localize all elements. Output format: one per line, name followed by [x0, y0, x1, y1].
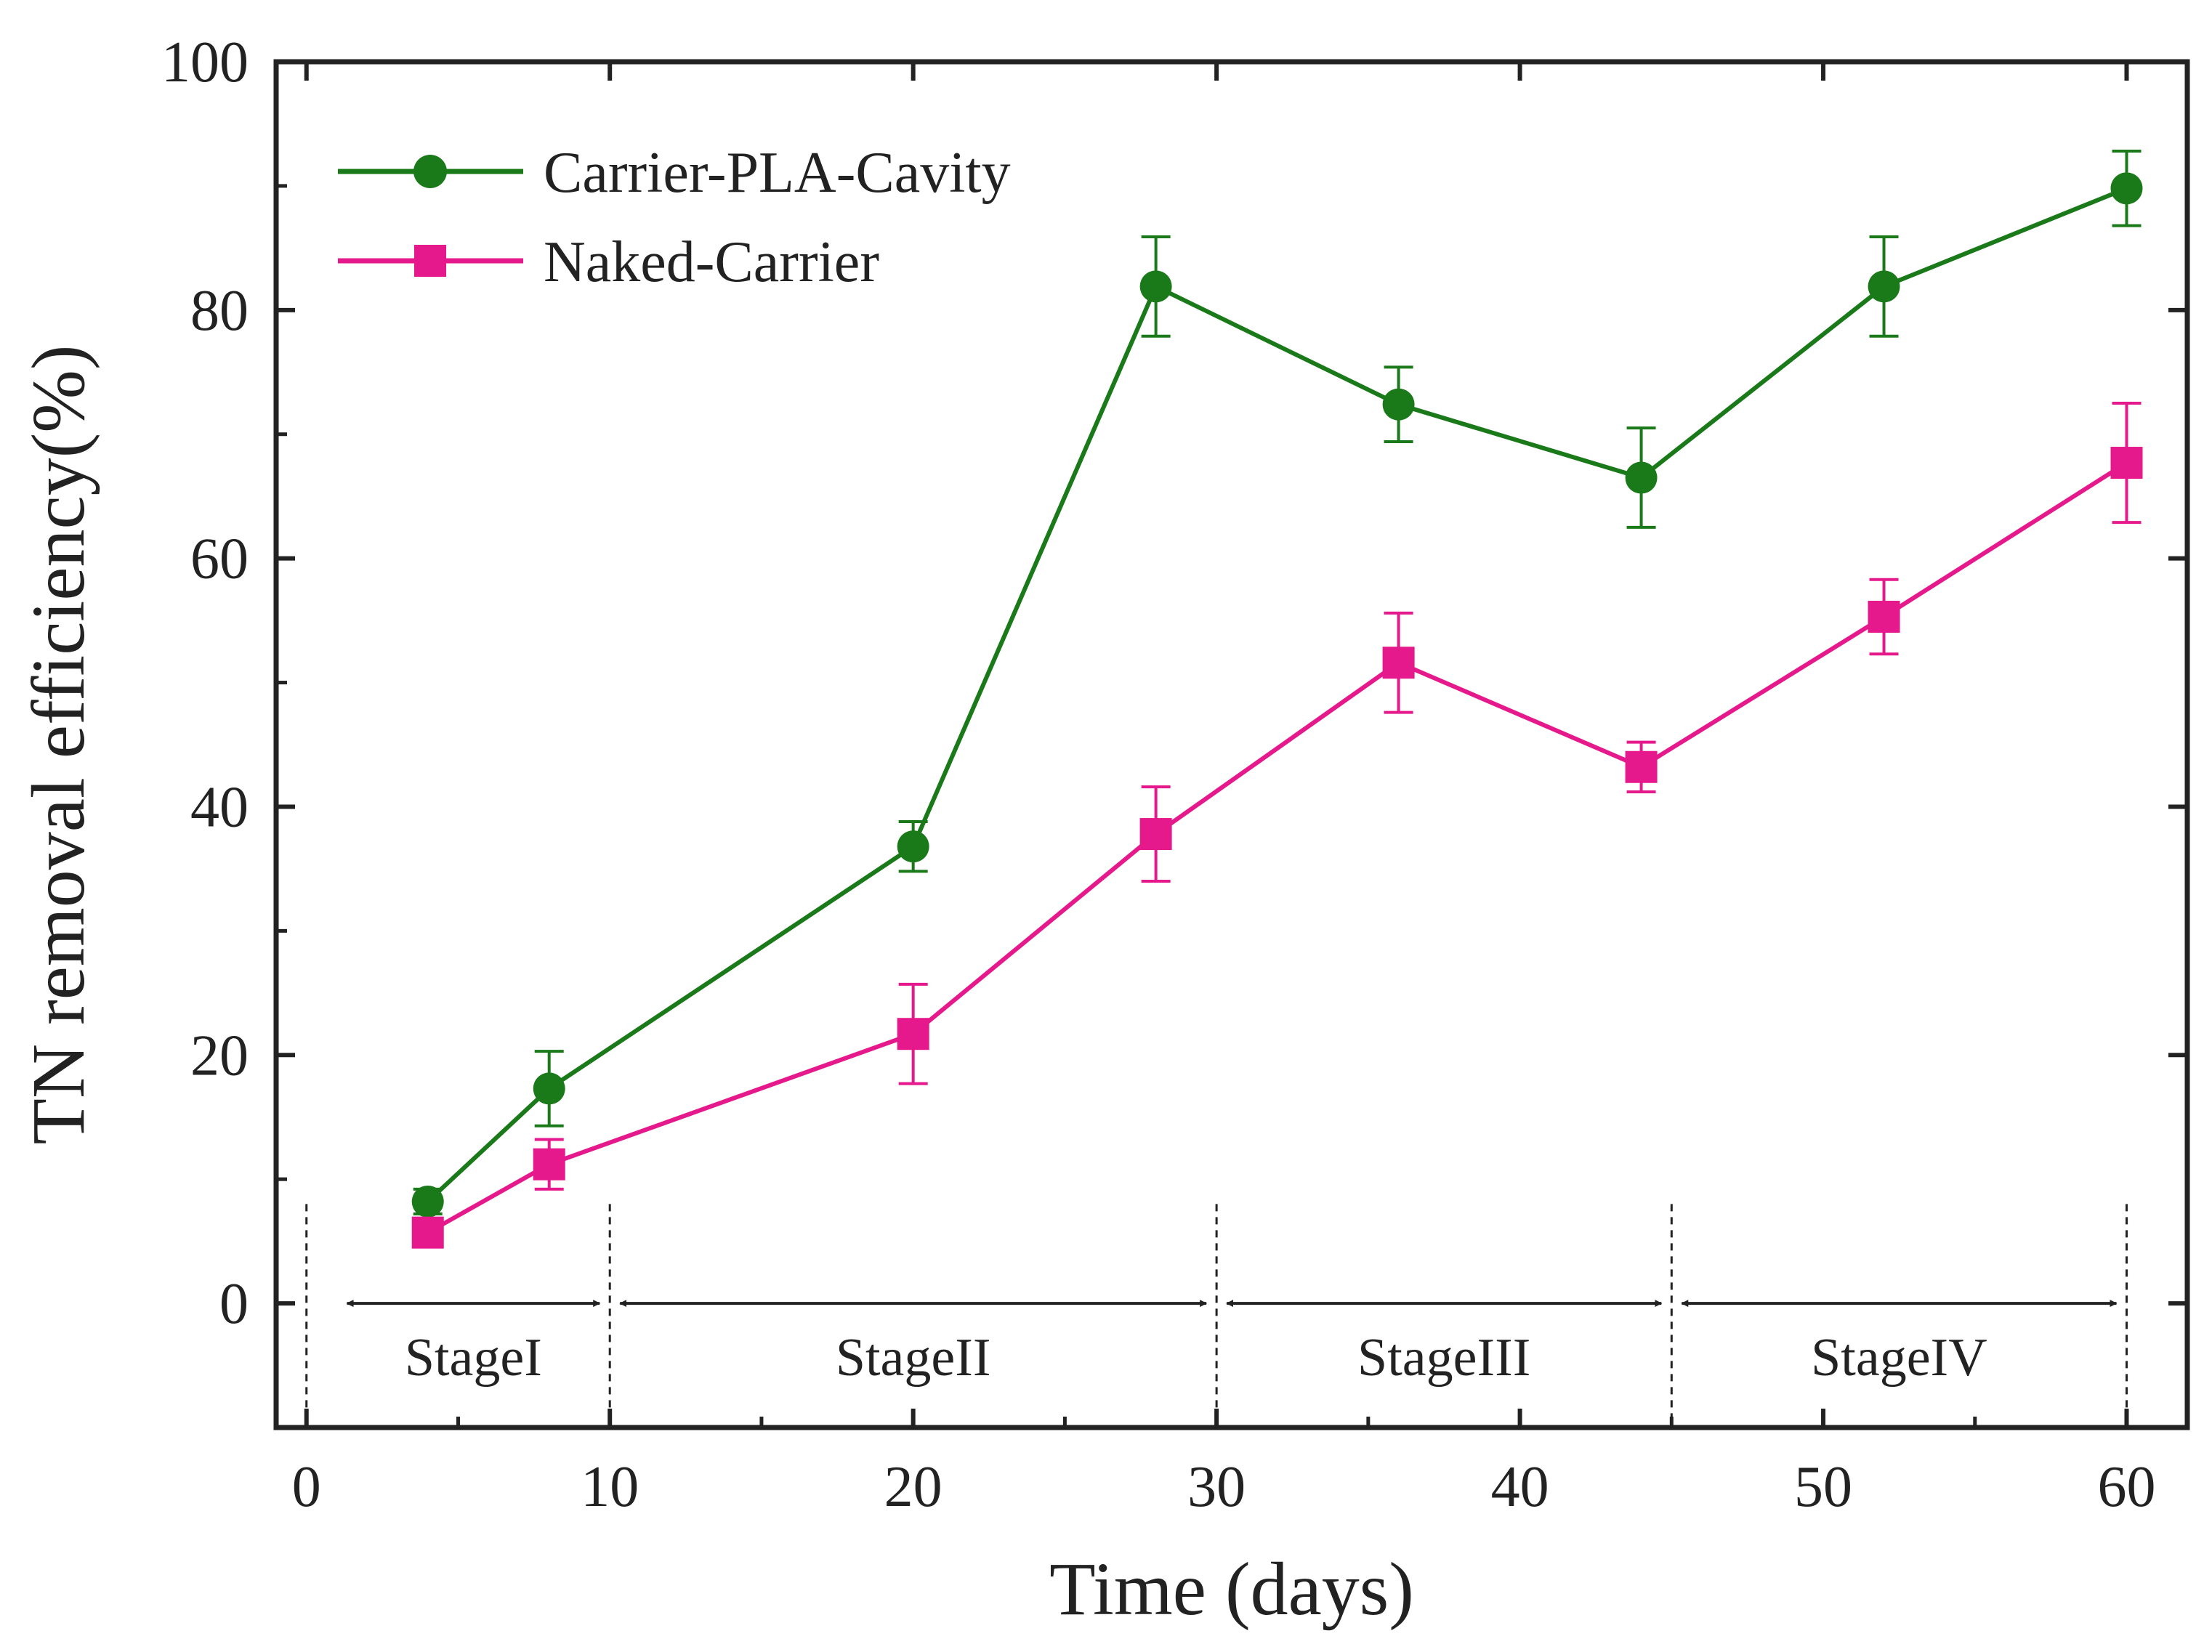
x-tick-label: 60	[2098, 1455, 2156, 1519]
x-tick-label: 0	[292, 1455, 321, 1519]
data-point	[2110, 172, 2143, 205]
series-line-carrier-pla-cavity	[426, 186, 2128, 1204]
legend-marker-carrier-pla-cavity	[413, 155, 447, 188]
stage-label-2: StageII	[836, 1328, 991, 1388]
legend-label-naked-carrier: Naked-Carrier	[544, 230, 879, 294]
stage-label-1: StageI	[405, 1328, 542, 1388]
x-axis-title: Time (days)	[1049, 1547, 1414, 1631]
data-point	[1382, 388, 1415, 421]
data-point	[1382, 647, 1415, 679]
data-point	[1868, 600, 1900, 633]
data-point	[2110, 447, 2143, 479]
data-point	[533, 1072, 565, 1105]
y-tick-label: 20	[190, 1024, 249, 1088]
legend: Carrier-PLA-Cavity Naked-Carrier	[338, 141, 1011, 294]
y-tick-label: 60	[190, 527, 249, 591]
x-tick-label: 50	[1794, 1455, 1852, 1519]
stage-label-4: StageIV	[1811, 1328, 1987, 1388]
y-tick-label: 0	[219, 1272, 249, 1336]
data-series	[411, 150, 2143, 1249]
data-point	[1868, 270, 1900, 303]
stage-annotations: StageI StageII StageIII StageIV	[305, 1204, 2128, 1424]
data-point	[1139, 270, 1172, 303]
x-tick-label: 10	[581, 1455, 639, 1519]
stage-label-3: StageIII	[1357, 1328, 1530, 1388]
series-naked-carrier	[411, 402, 2143, 1249]
y-axis-title: TN removal efficiency(%)	[17, 344, 100, 1144]
y-tick-label: 40	[190, 775, 249, 839]
data-point	[411, 1185, 444, 1218]
data-point	[411, 1216, 444, 1249]
legend-label-carrier-pla-cavity: Carrier-PLA-Cavity	[544, 141, 1011, 205]
x-tick-label: 40	[1491, 1455, 1549, 1519]
x-tick-label: 30	[1187, 1455, 1246, 1519]
data-point	[533, 1148, 565, 1181]
y-tick-label: 100	[161, 31, 249, 94]
data-point	[897, 830, 929, 863]
plot-frame	[273, 59, 2190, 1430]
y-tick-label: 80	[190, 279, 249, 343]
series-line-naked-carrier	[427, 461, 2128, 1235]
data-point	[1625, 750, 1658, 783]
legend-marker-naked-carrier	[414, 245, 446, 277]
data-point	[1139, 818, 1172, 851]
series-carrier-pla-cavity	[411, 150, 2143, 1218]
data-point	[1625, 461, 1658, 494]
data-point	[897, 1018, 929, 1050]
axis-ticks: 0 10 20 30 40 50 60 0 20 40 60 80 100	[161, 31, 2187, 1519]
x-tick-label: 20	[884, 1455, 942, 1519]
